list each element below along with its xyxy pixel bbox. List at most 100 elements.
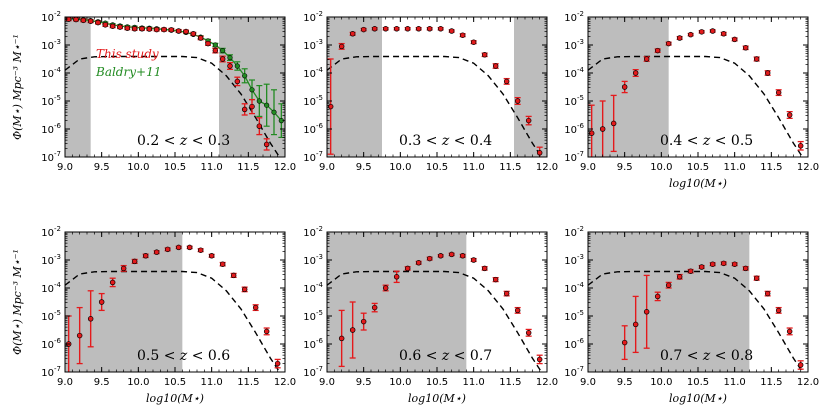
x-tick-label: 10.5: [687, 377, 709, 388]
x-axis-label: log10(M⋆): [669, 392, 727, 405]
data-point: [676, 35, 683, 41]
data-point: [492, 276, 499, 283]
data-point: [514, 307, 521, 314]
data-point: [241, 106, 248, 113]
data-point: [80, 17, 87, 24]
data-point: [665, 40, 672, 47]
y-tick-label: 10-7: [303, 150, 323, 164]
legend-entry: This study: [96, 47, 159, 61]
baldry-point: [212, 42, 218, 48]
data-point: [349, 327, 356, 333]
baldry-point: [227, 54, 233, 61]
y-tick-label: 10-2: [564, 225, 584, 239]
data-point: [610, 120, 617, 127]
redshift-label: 0.4 < z < 0.5: [660, 133, 753, 149]
legend-entry: Baldry+11: [95, 65, 161, 79]
x-tick-label: 9.5: [356, 377, 372, 388]
x-tick-label: 11.0: [201, 162, 223, 173]
data-point: [797, 143, 804, 149]
y-tick-label: 10-6: [303, 337, 323, 351]
data-point: [775, 307, 782, 314]
data-point: [404, 26, 411, 32]
x-tick-label: 9.0: [57, 162, 73, 173]
data-point: [109, 279, 116, 286]
y-tick-label: 10-2: [303, 10, 323, 24]
baldry-point: [256, 98, 262, 104]
x-axis-label: log10(M⋆): [408, 392, 466, 405]
data-point: [492, 63, 499, 69]
panel-5: 9.0 9.5 10.0 10.5 11.0 11.5 12.0 10-7 10-6 10-5 10…: [303, 225, 558, 405]
baldry-point: [249, 87, 255, 93]
data-point: [219, 261, 226, 267]
data-point: [448, 251, 455, 258]
redshift-label: 0.7 < z < 0.8: [660, 348, 753, 364]
y-tick-label: 10-3: [564, 253, 584, 267]
data-point: [437, 253, 444, 259]
data-point: [109, 23, 116, 29]
redshift-label: 0.6 < z < 0.7: [399, 348, 492, 364]
baldry-point: [271, 109, 277, 115]
data-point: [448, 28, 455, 34]
data-point: [117, 24, 123, 30]
x-tick-label: 10.5: [164, 162, 186, 173]
data-point: [197, 35, 204, 41]
data-point: [404, 265, 411, 272]
redshift-label: 0.5 < z < 0.6: [137, 348, 230, 364]
data-point: [481, 265, 488, 272]
data-point: [164, 246, 171, 253]
shaded-region: [65, 232, 183, 372]
data-point: [249, 103, 255, 110]
panel-6: 9.0 9.5 10.0 10.5 11.0 11.5 12.0 10-7 10-6 10-5 10…: [564, 225, 819, 405]
x-tick-label: 11.0: [724, 162, 746, 173]
y-tick-label: 10-4: [564, 66, 584, 80]
data-point: [709, 28, 716, 34]
data-point: [393, 274, 400, 280]
data-point: [665, 282, 672, 288]
data-point: [153, 26, 160, 33]
x-tick-label: 10.0: [127, 377, 149, 388]
y-tick-label: 10-4: [564, 281, 584, 295]
x-tick-label: 11.0: [724, 377, 746, 388]
data-point: [470, 39, 477, 45]
data-point: [256, 123, 263, 129]
y-tick-label: 10-4: [41, 281, 61, 295]
data-point: [263, 141, 270, 148]
y-tick-label: 10-6: [564, 337, 584, 351]
panel-4: 9.0 9.5 10.0 10.5 11.0 11.5 12.0 10-7 10-6 10-5 10…: [11, 225, 296, 405]
x-tick-label: 9.0: [580, 377, 596, 388]
model-curve: [588, 55, 804, 157]
data-point: [786, 112, 793, 118]
data-point: [786, 328, 793, 335]
y-tick-label: 10-4: [303, 66, 323, 80]
data-point: [186, 244, 193, 251]
data-point: [102, 22, 109, 28]
data-point: [168, 27, 175, 33]
data-point: [698, 29, 705, 35]
x-tick-label: 9.5: [94, 377, 110, 388]
data-point: [234, 78, 241, 85]
data-point: [393, 26, 400, 32]
data-point: [632, 70, 639, 76]
data-point: [742, 265, 749, 272]
data-point: [797, 362, 804, 368]
data-point: [437, 26, 444, 32]
y-tick-label: 10-7: [564, 150, 584, 164]
x-tick-label: 12.0: [536, 162, 558, 173]
data-point: [327, 103, 334, 110]
model-curve: [588, 270, 804, 372]
data-point: [146, 26, 153, 32]
data-point: [153, 249, 160, 255]
x-tick-label: 12.0: [274, 162, 296, 173]
data-point: [687, 268, 694, 274]
data-point: [76, 332, 83, 339]
data-point: [426, 255, 433, 262]
data-point: [219, 56, 226, 62]
data-point: [459, 32, 466, 38]
y-tick-label: 10-3: [303, 253, 323, 267]
x-tick-label: 9.0: [57, 377, 73, 388]
x-tick-label: 10.5: [164, 377, 186, 388]
data-point: [227, 63, 233, 69]
y-tick-label: 10-5: [564, 94, 584, 108]
y-tick-label: 10-7: [41, 150, 61, 164]
